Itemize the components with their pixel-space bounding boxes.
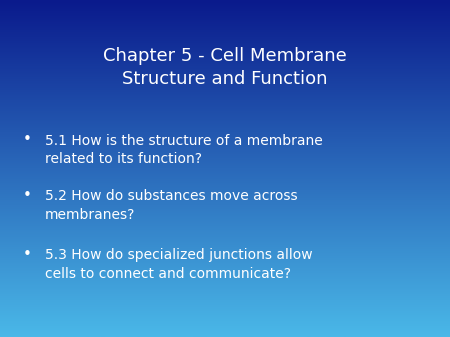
Text: 5.3 How do specialized junctions allow
cells to connect and communicate?: 5.3 How do specialized junctions allow c… — [45, 248, 313, 281]
Text: 5.2 How do substances move across
membranes?: 5.2 How do substances move across membra… — [45, 189, 297, 222]
Text: 5.1 How is the structure of a membrane
related to its function?: 5.1 How is the structure of a membrane r… — [45, 134, 323, 166]
Text: •: • — [22, 132, 32, 147]
Text: •: • — [22, 188, 32, 203]
Text: •: • — [22, 247, 32, 262]
Text: Chapter 5 - Cell Membrane
Structure and Function: Chapter 5 - Cell Membrane Structure and … — [103, 47, 347, 88]
